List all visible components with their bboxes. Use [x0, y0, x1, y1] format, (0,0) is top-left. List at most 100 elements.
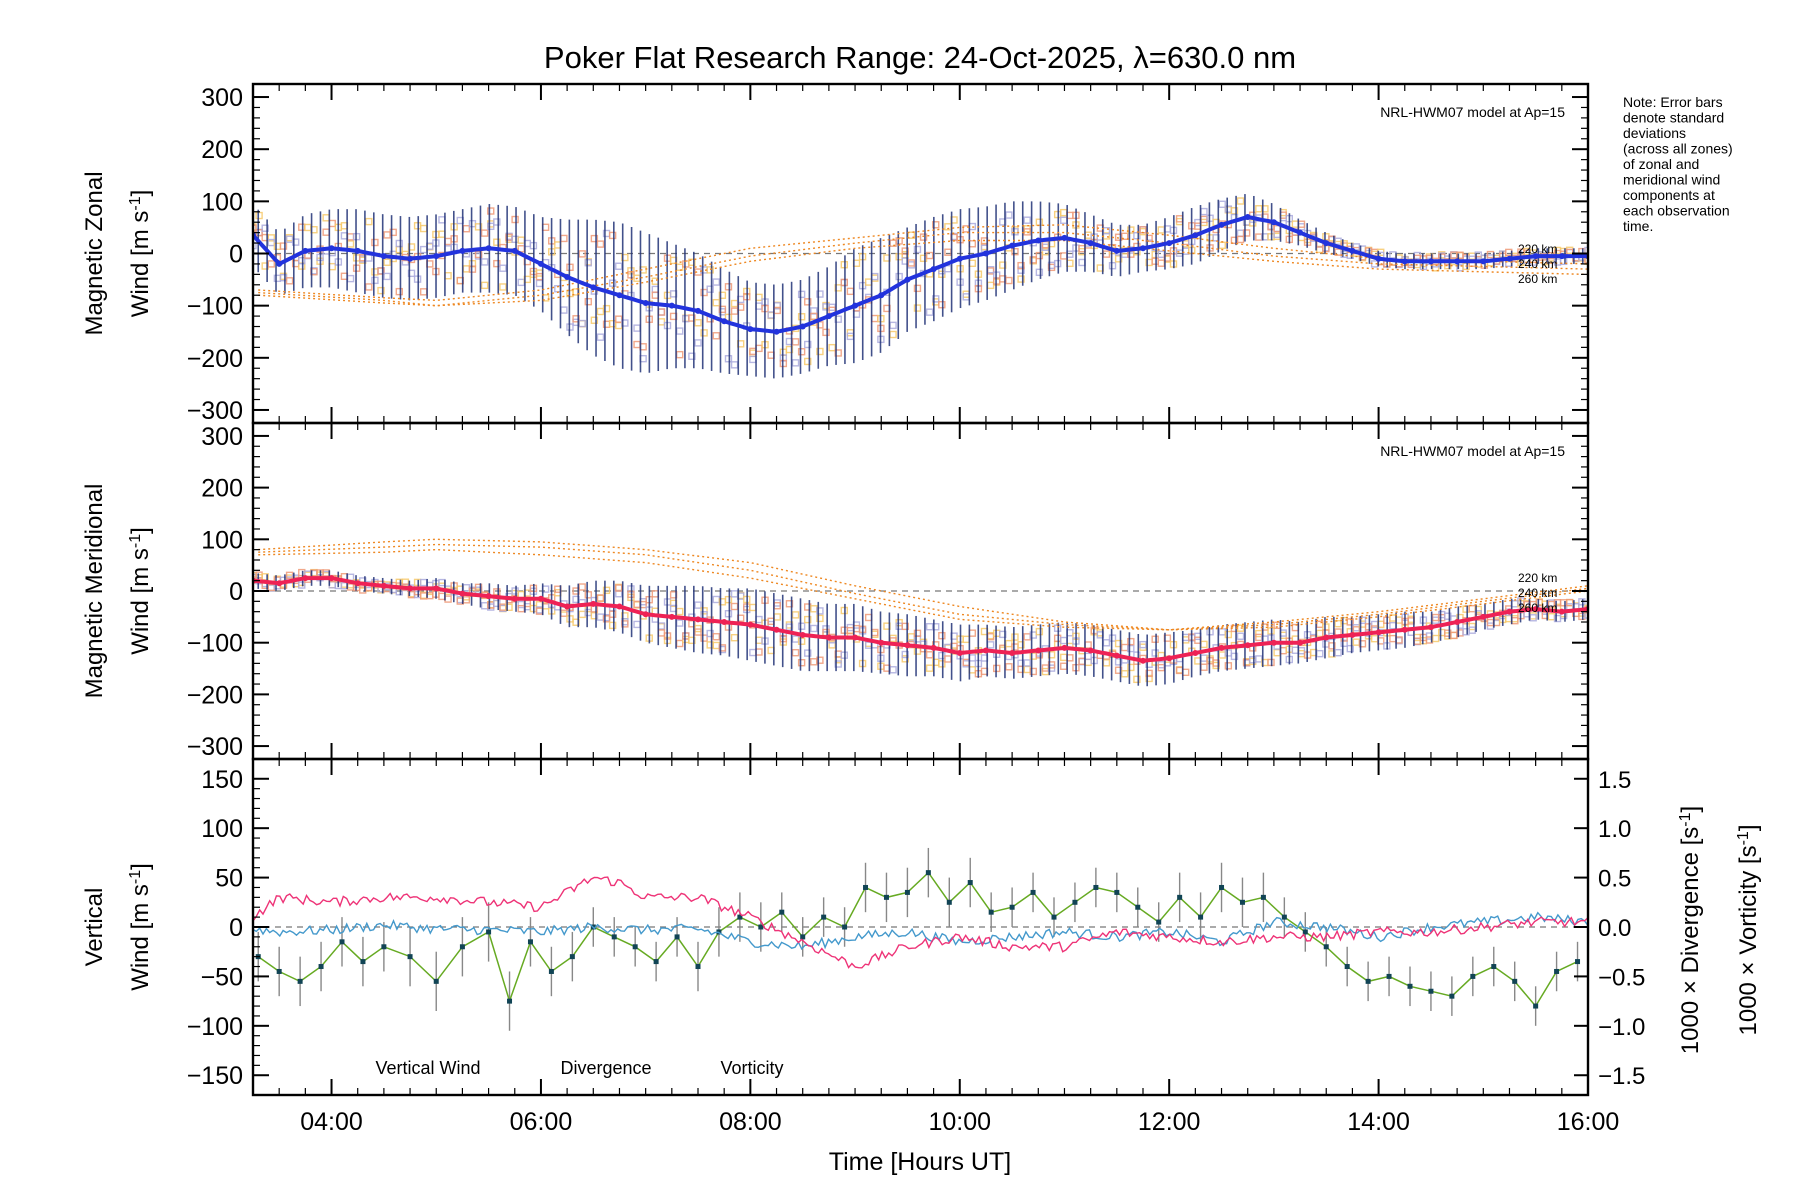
zone-sample-point	[755, 648, 763, 656]
zone-sample-point	[493, 238, 501, 246]
vertical-wind-point	[842, 924, 848, 930]
zone-sample-point	[1023, 659, 1031, 667]
zone-sample-point	[712, 641, 720, 650]
zone-sample-point	[986, 641, 995, 649]
zone-sample-point	[688, 636, 696, 645]
zone-sample-point	[834, 315, 842, 323]
mean-wind-point	[1532, 253, 1539, 260]
zone-sample-point	[304, 223, 312, 232]
zone-sample-point	[298, 223, 306, 231]
zone-sample-point	[1114, 255, 1123, 263]
zone-sample-point	[1084, 652, 1092, 661]
zone-sample-point	[1133, 675, 1141, 684]
model-altitude-label: 220 km	[1518, 242, 1557, 256]
model-altitude-label: 240 km	[1518, 257, 1557, 271]
mean-wind-point	[825, 313, 832, 320]
zone-sample-point	[706, 266, 714, 274]
zone-sample-point	[749, 347, 757, 356]
mean-wind-point	[799, 631, 806, 638]
zone-sample-point	[298, 568, 306, 577]
zone-sample-point	[864, 278, 873, 286]
zone-sample-point	[1255, 629, 1263, 638]
right-tick-label: 1.0	[1598, 816, 1631, 843]
zone-sample-point	[724, 623, 733, 631]
legend-divergence: Divergence	[560, 1058, 651, 1078]
zone-sample-point	[1011, 247, 1019, 256]
vertical-wind-point	[1219, 884, 1225, 890]
zone-sample-point	[462, 265, 471, 273]
chart-title: Poker Flat Research Range: 24-Oct-2025, …	[544, 40, 1296, 75]
zone-sample-point	[925, 623, 934, 631]
zone-sample-point	[395, 287, 404, 296]
vertical-wind-point	[988, 909, 994, 915]
zone-sample-point	[267, 238, 275, 247]
mean-wind-point	[433, 585, 440, 592]
zone-sample-point	[730, 307, 739, 315]
mean-wind-point	[590, 600, 597, 607]
zone-sample-point	[444, 237, 452, 246]
vertical-wind-point	[381, 944, 387, 950]
zone-sample-point	[1261, 205, 1269, 213]
hwm07-model-curve	[258, 548, 1588, 631]
mean-wind-point	[1009, 242, 1016, 249]
zone-sample-point	[1249, 656, 1257, 664]
zone-sample-point	[791, 635, 800, 643]
mean-wind-point	[1506, 255, 1513, 262]
zone-sample-point	[1431, 634, 1440, 643]
zone-sample-point	[371, 276, 379, 285]
zone-sample-point	[1108, 634, 1117, 642]
mean-wind-point	[1506, 608, 1513, 615]
zone-sample-point	[724, 610, 733, 618]
zone-sample-point	[804, 340, 812, 349]
zone-sample-point	[913, 245, 922, 254]
zone-sample-point	[1127, 226, 1135, 234]
y-tick-label: 0	[229, 241, 243, 269]
zone-sample-point	[999, 261, 1007, 269]
zone-sample-point	[816, 321, 824, 329]
zone-sample-point	[1060, 216, 1068, 224]
zone-sample-point	[602, 615, 611, 623]
zone-sample-point	[1218, 628, 1226, 636]
zone-sample-point	[797, 637, 806, 645]
zone-sample-point	[986, 281, 995, 290]
y-axis-label-suffix: ]	[127, 863, 154, 870]
mean-wind-point	[1140, 245, 1146, 252]
zone-sample-point	[1121, 670, 1129, 678]
zone-sample-point	[1224, 662, 1233, 670]
zone-sample-point	[578, 610, 586, 619]
mean-wind-point	[668, 613, 675, 620]
zone-sample-point	[718, 305, 727, 314]
zone-sample-point	[1255, 655, 1263, 663]
zone-sample-point	[1151, 635, 1159, 643]
zone-sample-point	[907, 259, 916, 267]
zone-sample-point	[1224, 630, 1233, 639]
zone-sample-point	[895, 237, 903, 245]
zone-sample-point	[1352, 624, 1361, 632]
x-tick-label: 16:00	[1557, 1108, 1620, 1136]
plot-area-vertical	[253, 847, 1588, 1031]
zone-sample-point	[608, 621, 617, 630]
zone-sample-point	[755, 293, 763, 302]
zone-sample-point	[1236, 229, 1245, 237]
mean-wind-point	[1113, 652, 1120, 659]
zone-sample-point	[487, 222, 495, 231]
zone-sample-point	[1005, 211, 1013, 219]
zone-sample-point	[1273, 232, 1281, 241]
zone-sample-point	[1005, 276, 1013, 285]
mean-wind-point	[721, 318, 728, 325]
mean-wind-point	[302, 247, 309, 254]
zone-sample-point	[797, 622, 806, 630]
zone-sample-point	[797, 659, 806, 667]
zone-sample-point	[1358, 616, 1367, 624]
mean-wind-point	[433, 253, 440, 260]
zone-sample-point	[1127, 663, 1135, 672]
zone-sample-point	[682, 632, 690, 640]
mean-wind-point	[1558, 253, 1565, 260]
zone-sample-point	[1242, 229, 1251, 237]
zone-sample-point	[694, 319, 702, 327]
zone-sample-point	[1157, 259, 1165, 267]
mean-wind-point	[1427, 624, 1434, 631]
zone-sample-point	[462, 584, 471, 592]
zone-sample-point	[864, 641, 873, 649]
zone-sample-point	[657, 318, 666, 326]
